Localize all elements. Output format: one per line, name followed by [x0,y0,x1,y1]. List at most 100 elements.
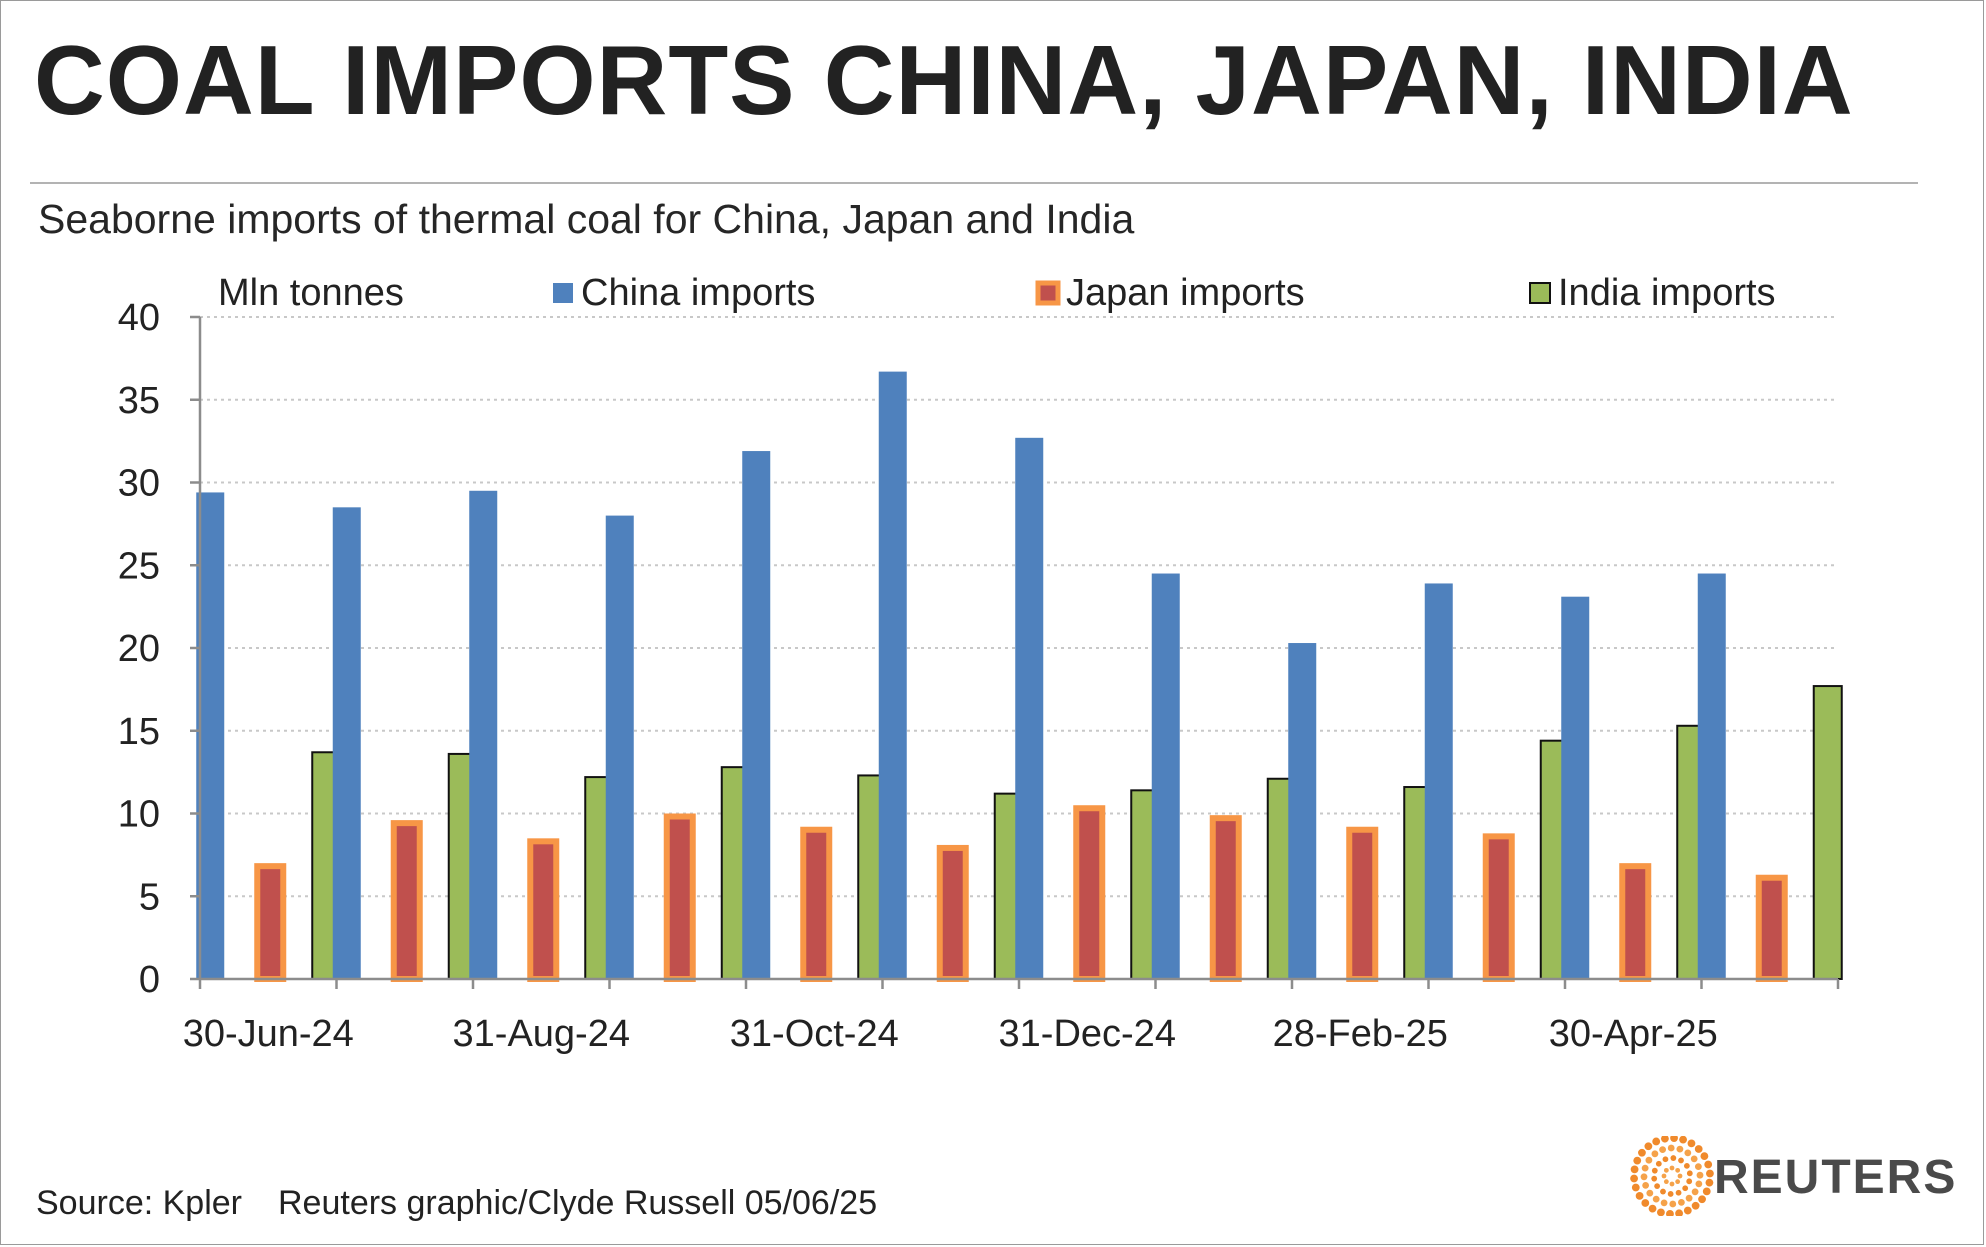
legend: Mln tonnes China imports Japan imports Indi… [218,272,1776,314]
logo-dot [1667,1144,1675,1152]
japan-bar [1482,833,1515,982]
logo-dot [1645,1156,1653,1164]
y-tick-label: 15 [118,711,160,753]
x-tick-label: 31-Oct-24 [730,1013,899,1055]
japan-bar [390,820,423,982]
china-bar [332,507,361,979]
reuters-logo [1630,1136,1714,1216]
japan-bar [1755,874,1788,982]
logo-dot [1684,1149,1692,1157]
logo-dot [1641,1164,1649,1172]
logo-dot [1685,1194,1693,1202]
logo-dot [1691,1201,1700,1210]
logo-dot [1706,1169,1714,1178]
logo-dot [1682,1185,1689,1192]
bars [196,371,1843,983]
china-bar [742,451,771,979]
japan-bar [527,838,560,983]
y-unit-label: Mln tonnes [218,272,404,314]
japan-bar [800,826,833,982]
logo-dot [1633,1156,1642,1165]
logo-dot [1641,1199,1650,1207]
logo-dot [1661,1136,1669,1143]
china-bar [1151,573,1180,979]
x-tick-label: 31-Aug-24 [453,1013,630,1055]
logo-dot [1662,1156,1669,1163]
logo-dot [1679,1136,1687,1144]
legend-label: Japan imports [1066,272,1305,314]
logo-dot [1663,1167,1669,1173]
logo-dot [1631,1183,1640,1192]
logo-dot [1687,1139,1696,1148]
japan-bar [254,863,287,983]
logo-dot [1666,1210,1674,1216]
logo-dot [1678,1198,1685,1206]
logo-dot [1705,1178,1714,1187]
graphic-credit: Reuters graphic/Clyde Russell 05/06/25 [278,1184,878,1222]
y-tick-label: 0 [139,959,160,1001]
footer: Source: Kpler Reuters graphic/Clyde Russe… [36,1184,877,1223]
chart-subtitle: Seaborne imports of thermal coal for Chi… [38,196,1135,242]
logo-dot [1675,1209,1683,1216]
logo-dot [1642,1182,1650,1189]
japan-bar [1619,863,1652,983]
china-bar [469,490,498,979]
legend-label: India imports [1558,272,1776,314]
japan-bar [1073,805,1106,982]
logo-dot [1635,1191,1644,1200]
logo-dot [1638,1148,1646,1157]
chart-title: COAL IMPORTS CHINA, JAPAN, INDIA [34,25,1854,135]
japan-bar [1209,815,1242,983]
china-bar [878,371,907,979]
y-tick-label: 40 [118,297,160,339]
japan-bar [936,844,969,982]
china-bar [605,515,634,979]
reuters-logo-text: REUTERS [1714,1151,1958,1204]
logo-dot [1696,1171,1704,1179]
x-tick-label: 30-Jun-24 [183,1013,354,1055]
logo-dot [1654,1183,1661,1190]
logo-dot [1659,1146,1666,1154]
logo-dot [1683,1206,1692,1215]
logo-dot [1660,1199,1668,1207]
logo-dot [1655,1160,1662,1167]
title-divider [30,182,1918,184]
logo-dot [1657,1208,1665,1216]
japan-bar [663,813,696,982]
china-bar [1288,643,1317,979]
logo-dot [1667,1191,1674,1197]
logo-dot [1644,1142,1653,1151]
logo-dot [1702,1187,1711,1196]
logo-dot [1675,1179,1681,1185]
x-tick-label: 28-Feb-25 [1273,1013,1448,1055]
reuters-dot-sphere-icon [1630,1136,1714,1216]
x-tick-label: 31-Dec-24 [999,1013,1176,1055]
legend-india-swatch [1529,282,1551,304]
logo-dot [1630,1165,1639,1174]
logo-dot [1660,1188,1666,1195]
logo-dot [1663,1179,1669,1185]
china-bar [1697,573,1726,979]
logo-dot [1704,1160,1713,1169]
logo-dot [1676,1145,1684,1153]
logo-dot [1648,1204,1657,1213]
logo-dot [1670,1136,1678,1142]
legend-label: China imports [581,272,815,314]
y-tick-label: 10 [118,794,160,836]
logo-dot [1670,1155,1677,1161]
logo-dot [1669,1165,1675,1171]
y-tick-label: 5 [139,876,160,918]
logo-dot [1652,1137,1661,1146]
legend-china-swatch [553,283,573,303]
logo-dot [1691,1188,1699,1196]
logo-dot [1683,1162,1690,1169]
legend-japan-swatch [1035,280,1061,306]
india-bar [1812,685,1843,980]
y-tick-label: 30 [118,463,160,505]
logo-dot [1675,1167,1681,1173]
y-tick-label: 35 [118,380,160,422]
logo-dot [1651,1150,1659,1158]
china-bar [1424,583,1453,979]
logo-dot [1677,1173,1683,1179]
